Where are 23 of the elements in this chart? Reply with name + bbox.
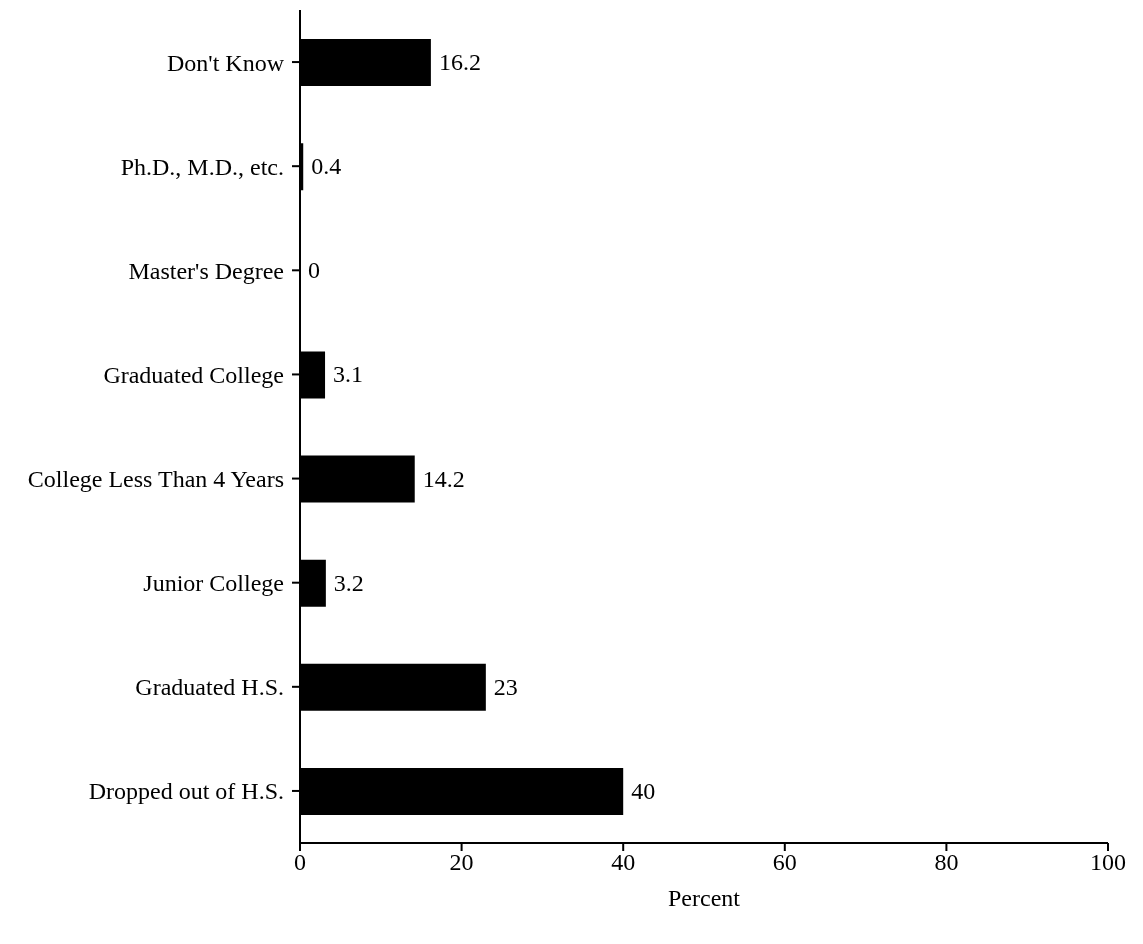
data-label: 3.1 <box>333 361 364 388</box>
x-tick-label: 100 <box>1090 849 1126 876</box>
data-label: 0 <box>308 257 320 284</box>
x-axis-title: Percent <box>668 885 741 911</box>
data-label: 16.2 <box>438 49 481 76</box>
data-label: 40 <box>631 777 656 804</box>
x-tick-label: 60 <box>772 849 797 876</box>
y-tick-label: Ph.D., M.D., etc. <box>120 153 284 180</box>
y-tick-label: Master's Degree <box>128 257 284 284</box>
x-tick-label: 0 <box>294 849 306 876</box>
x-tick-label: 40 <box>611 849 636 876</box>
data-label: 3.2 <box>333 569 364 596</box>
data-label: 0.4 <box>311 153 342 180</box>
y-tick-label: Don't Know <box>167 49 285 76</box>
x-tick-label: 80 <box>934 849 959 876</box>
data-label: 14.2 <box>422 465 465 492</box>
data-label: 23 <box>493 673 518 700</box>
y-tick-label: Graduated H.S. <box>135 674 284 701</box>
y-tick-label: Junior College <box>143 570 284 597</box>
y-tick-label: College Less Than 4 Years <box>27 466 284 493</box>
y-tick-label: Graduated College <box>103 361 284 388</box>
y-tick-label: Dropped out of H.S. <box>88 778 284 805</box>
x-tick-label: 20 <box>449 849 474 876</box>
